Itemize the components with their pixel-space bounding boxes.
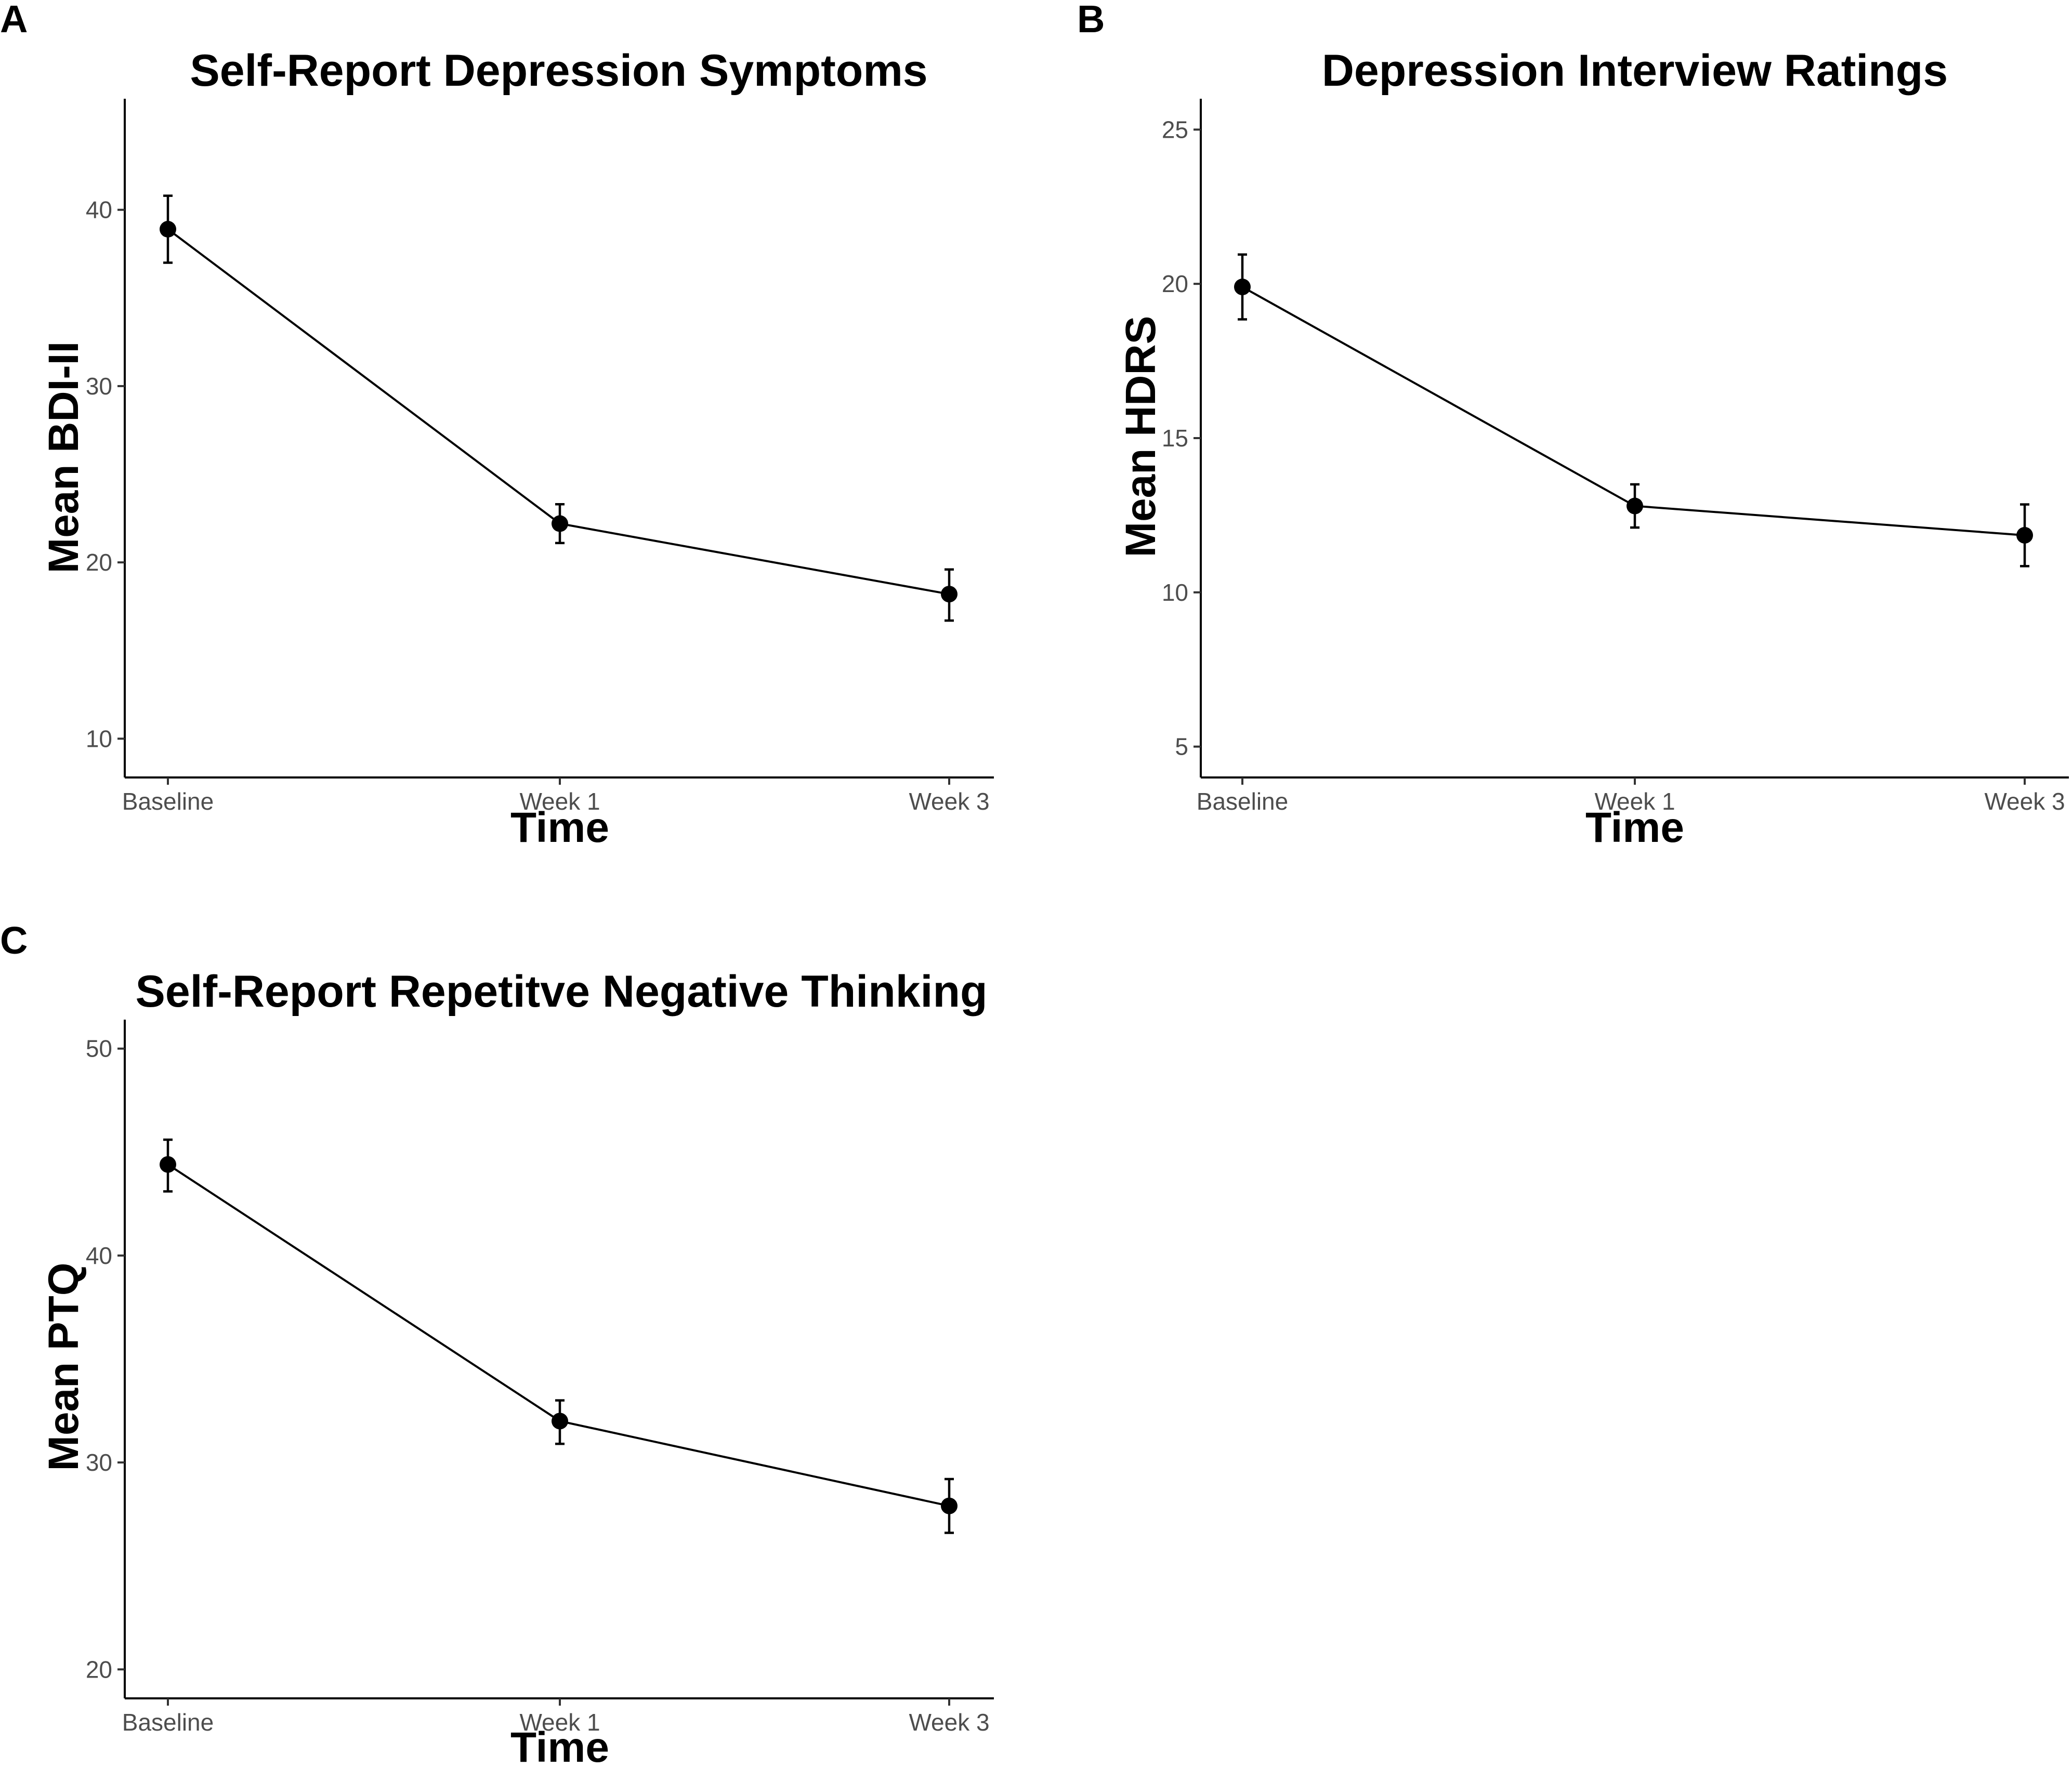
y-tick-label: 30 bbox=[86, 373, 112, 400]
panel-c: C Self-Report Repetitve Negative Thinkin… bbox=[0, 919, 994, 1768]
data-point bbox=[941, 586, 958, 603]
y-tick-label: 40 bbox=[86, 1242, 112, 1269]
data-point bbox=[552, 515, 568, 532]
y-tick-label: 10 bbox=[86, 725, 112, 752]
chart-title: Self-Report Depression Symptoms bbox=[190, 46, 927, 96]
plot-area: 20 30 40 50 Baseline Week 1 Week 3 bbox=[86, 1020, 994, 1736]
chart-title: Self-Report Repetitve Negative Thinking bbox=[135, 967, 987, 1017]
panel-letter: A bbox=[0, 0, 28, 41]
x-axis-title: Time bbox=[1585, 804, 1684, 851]
data-point bbox=[160, 221, 176, 238]
plot-area: 10 20 30 40 Baseline Week 1 Week 3 bbox=[86, 99, 994, 815]
x-tick-label: Week 1 bbox=[519, 1709, 600, 1736]
y-tick-label: 10 bbox=[1162, 579, 1188, 606]
plot-area: 5 10 15 20 25 Baseline Week 1 Week 3 bbox=[1162, 99, 2069, 815]
x-axis-title: Time bbox=[510, 1724, 609, 1768]
panel-a: A Self-Report Depression Symptoms Time M… bbox=[0, 0, 994, 851]
y-tick-label: 40 bbox=[86, 196, 112, 223]
y-tick-label: 20 bbox=[1162, 270, 1188, 297]
y-tick-label: 50 bbox=[86, 1035, 112, 1062]
data-point bbox=[160, 1156, 176, 1173]
x-tick-label: Baseline bbox=[122, 1709, 214, 1736]
data-point bbox=[552, 1413, 568, 1430]
series-line bbox=[167, 1164, 950, 1507]
y-tick-label: 20 bbox=[86, 549, 112, 576]
x-tick-label: Week 1 bbox=[519, 788, 600, 815]
y-tick-label: 5 bbox=[1175, 733, 1188, 760]
series-line bbox=[167, 228, 950, 596]
y-tick-label: 30 bbox=[86, 1449, 112, 1476]
y-tick-label: 25 bbox=[1162, 116, 1188, 143]
x-tick-label: Week 1 bbox=[1594, 788, 1675, 815]
y-axis-title: Mean BDI-II bbox=[40, 341, 87, 573]
x-tick-label: Week 3 bbox=[909, 788, 989, 815]
chart-title: Depression Interview Ratings bbox=[1322, 46, 1948, 96]
x-tick-label: Week 3 bbox=[909, 1709, 989, 1736]
data-point bbox=[1627, 497, 1643, 514]
y-axis-title: Mean PTQ bbox=[40, 1263, 87, 1471]
data-point bbox=[941, 1497, 958, 1514]
x-tick-label: Baseline bbox=[1197, 788, 1288, 815]
y-axis-title: Mean HDRS bbox=[1117, 316, 1164, 558]
data-point bbox=[1234, 279, 1251, 296]
panel-letter: B bbox=[1077, 0, 1105, 41]
y-tick-label: 15 bbox=[1162, 425, 1188, 452]
panel-letter: C bbox=[0, 919, 28, 962]
x-tick-label: Baseline bbox=[122, 788, 214, 815]
data-point bbox=[2016, 526, 2033, 544]
x-axis-title: Time bbox=[510, 804, 609, 851]
y-tick-label: 20 bbox=[86, 1656, 112, 1683]
panel-b: B Depression Interview Ratings Time Mean… bbox=[1077, 0, 2069, 851]
x-tick-label: Week 3 bbox=[1984, 788, 2065, 815]
